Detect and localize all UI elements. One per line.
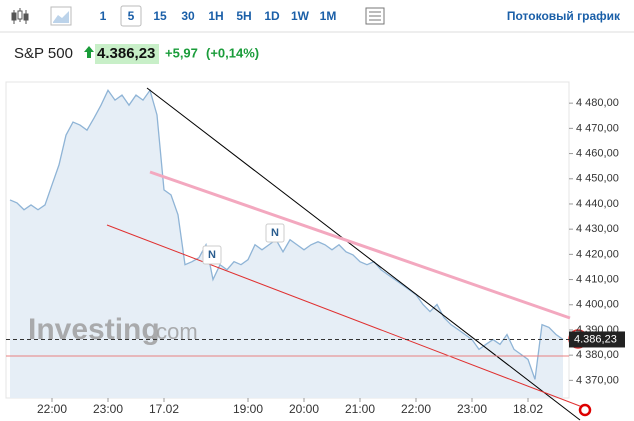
y-tick-label: 4 430,00	[576, 223, 619, 235]
news-marker[interactable]: N	[265, 223, 285, 243]
toolbar	[0, 0, 634, 32]
y-tick-label: 4 380,00	[576, 349, 619, 361]
last-price-label: 4.386,23	[574, 333, 617, 345]
news-marker-label: N	[208, 249, 216, 261]
change: +5,97	[165, 45, 198, 60]
news-marker-box	[202, 245, 222, 265]
y-tick-label: 4 410,00	[576, 273, 619, 285]
price-line	[9, 88, 564, 380]
x-tick-label: 19:00	[233, 402, 263, 416]
y-tick-label: 4 370,00	[576, 374, 619, 386]
news-marker[interactable]: N	[202, 245, 222, 265]
interval-button[interactable]: 1H	[208, 9, 223, 23]
y-tick-label: 4 480,00	[576, 97, 619, 109]
stream-link[interactable]: Потоковый график	[507, 9, 621, 23]
interval-button[interactable]: 5H	[236, 9, 251, 23]
x-tick-label: 18.02	[513, 402, 543, 416]
last-price-bg	[569, 331, 625, 348]
x-tick-label: 23:00	[457, 402, 487, 416]
y-tick-label: 4 400,00	[576, 299, 619, 311]
interval-button[interactable]: 30	[181, 9, 195, 23]
interval-button[interactable]: 1D	[264, 9, 280, 23]
price-bg	[95, 44, 159, 64]
y-tick-label: 4 450,00	[576, 173, 619, 185]
y-tick-label: 4 440,00	[576, 198, 619, 210]
price: 4.386,23	[97, 45, 155, 62]
change-pct: (+0,14%)	[206, 45, 259, 60]
selected-interval-box	[120, 5, 142, 27]
watermark-suffix: .com	[150, 319, 198, 344]
up-arrow	[84, 46, 94, 58]
x-tick-label: 17.02	[149, 402, 179, 416]
y-tick-label: 4 420,00	[576, 248, 619, 260]
x-tick-label: 21:00	[345, 402, 375, 416]
watermark: Investing	[28, 313, 160, 346]
news-marker-label: N	[271, 227, 279, 239]
y-tick-label: 4 460,00	[576, 147, 619, 159]
y-tick-label: 4 470,00	[576, 122, 619, 134]
table-icon[interactable]	[365, 7, 385, 25]
x-tick-label: 22:00	[37, 402, 67, 416]
plot-area	[9, 88, 564, 399]
interval-button[interactable]: 1M	[320, 9, 337, 23]
interval-button[interactable]: 5	[128, 9, 135, 23]
interval-button[interactable]: 1	[100, 9, 107, 23]
news-marker-box	[265, 223, 285, 243]
interval-button[interactable]: 15	[153, 9, 167, 23]
x-tick-label: 20:00	[289, 402, 319, 416]
x-tick-label: 23:00	[93, 402, 123, 416]
instrument-name: S&P 500	[14, 45, 73, 62]
area-icon[interactable]	[50, 6, 72, 26]
interval-button[interactable]: 1W	[291, 9, 310, 23]
candle-icon[interactable]	[11, 8, 29, 24]
area-fill	[10, 90, 563, 399]
x-tick-label: 22:00	[401, 402, 431, 416]
